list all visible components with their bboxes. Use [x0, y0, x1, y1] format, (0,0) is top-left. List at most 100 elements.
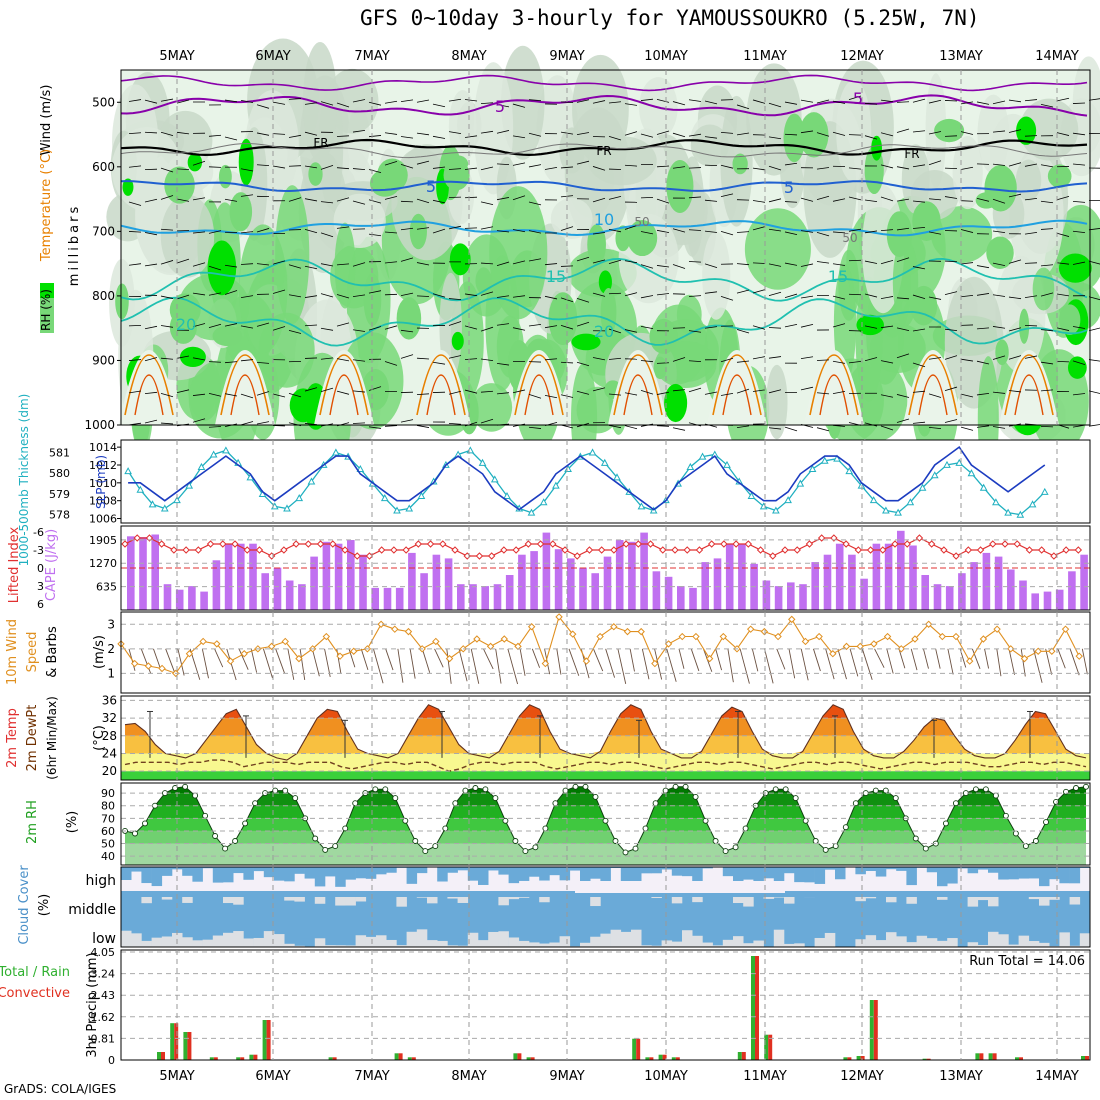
cloud-middle-bar: [345, 897, 356, 906]
y-axis-label-barbs: & Barbs: [45, 626, 60, 678]
thickness-point: [185, 481, 194, 489]
rh-field-blob: [179, 346, 206, 368]
wind-barb: [1008, 390, 1022, 393]
wind-barb: [397, 648, 404, 683]
wind-barb: [416, 99, 430, 103]
precip-convective-bar: [517, 1053, 522, 1060]
wind-barb: [128, 132, 142, 135]
wind-barb: [576, 361, 590, 367]
wind-speed-point: [473, 635, 481, 643]
temperature-contour: [426, 374, 456, 416]
cloud-high-bar: [947, 867, 958, 884]
cloud-low-bar: [641, 945, 652, 947]
wind-barb: [311, 648, 320, 677]
dewpoint-line: [124, 759, 1087, 772]
wind-barb: [128, 263, 142, 266]
cloud-high-bar: [886, 867, 897, 870]
wind-barb: [144, 325, 158, 330]
wind-barb: [800, 323, 814, 328]
precip-convective-bar: [873, 1000, 878, 1060]
temp-line: [124, 704, 1087, 761]
lifted-index-point: [842, 540, 850, 548]
rh-point: [982, 786, 989, 793]
wind-barb: [912, 362, 926, 368]
wind-barb: [688, 196, 702, 199]
wind-barb: [704, 263, 718, 269]
wind-speed-point: [815, 632, 823, 641]
y-tick-label: 700: [92, 224, 115, 238]
rh-point: [642, 825, 649, 832]
wind-barb: [576, 390, 590, 395]
wind-barb: [848, 228, 862, 232]
date-label-bottom: 12MAY: [840, 1069, 884, 1084]
wind-speed-point: [199, 637, 207, 646]
wind-barb: [992, 326, 1006, 329]
cape-bar: [677, 586, 685, 610]
rh-point: [1073, 785, 1079, 791]
temperature-contour: [230, 374, 260, 416]
thickness-point: [820, 456, 829, 464]
wind-barb: [560, 166, 574, 169]
lifted-index-point: [659, 546, 667, 554]
rh-field-blob: [653, 356, 667, 380]
lifted-index-point: [280, 546, 288, 554]
cape-bar: [725, 543, 734, 610]
wind-barb: [384, 261, 398, 264]
wind-barb: [784, 101, 798, 105]
wind-barb: [768, 228, 782, 232]
wind-barb: [896, 227, 910, 231]
thickness-point: [894, 508, 902, 516]
wind-barb: [416, 393, 430, 396]
cape-bar: [542, 532, 551, 610]
wind-barb: [432, 166, 446, 169]
wind-barb: [960, 200, 974, 202]
rh-point: [682, 783, 689, 790]
cape-bar: [432, 554, 441, 610]
cloud-low-bar: [1079, 933, 1091, 947]
y-axis-label-units: (m/s): [92, 635, 107, 669]
date-label-bottom: 5MAY: [159, 1069, 194, 1084]
precip-convective-bar: [979, 1053, 984, 1060]
rh-point: [152, 802, 158, 809]
wind-speed-point: [527, 623, 536, 631]
cape-bar: [799, 584, 807, 610]
lifted-index-point: [267, 552, 276, 560]
precip-total-bar: [249, 1054, 254, 1060]
wind-barb: [656, 265, 670, 268]
wind-barb: [752, 356, 766, 360]
warm-bubble: [608, 350, 668, 425]
cloud-high-bar: [804, 867, 815, 883]
cloud-low-bar: [1008, 944, 1019, 947]
wind-barb: [832, 295, 846, 300]
wind-barb: [715, 648, 723, 671]
precip-convective-bar: [1085, 1056, 1089, 1060]
wind-barb: [480, 291, 494, 296]
cloud-high-bar: [926, 867, 938, 873]
thickness-point: [613, 473, 621, 481]
cloud-middle-bar: [1049, 897, 1060, 900]
cape-bar: [420, 573, 428, 610]
wind-barb: [400, 257, 414, 262]
lifted-index-point: [744, 540, 753, 548]
wind-barb: [928, 231, 942, 235]
rh-point: [352, 800, 359, 807]
wind-barb: [160, 295, 174, 299]
precip-total-bar: [262, 1020, 267, 1060]
thickness-point: [148, 500, 157, 508]
wind-barb: [256, 132, 270, 136]
wind-barb: [1056, 262, 1070, 265]
wind-barb: [368, 199, 382, 204]
lifted-index-point: [549, 540, 557, 548]
rh-field-blob: [702, 231, 731, 320]
lifted-index-point: [976, 546, 985, 554]
cloud-low-bar: [977, 944, 989, 947]
wind-barb: [624, 225, 638, 230]
rh-field-blob: [1047, 164, 1072, 188]
lifted-index-point: [1050, 552, 1058, 560]
wind-barb: [704, 136, 718, 139]
cloud-low-bar: [365, 936, 377, 947]
wind-barb: [192, 393, 206, 396]
cloud-high-bar: [437, 867, 448, 882]
thickness-point: [698, 452, 707, 460]
wind-barb: [384, 132, 398, 135]
